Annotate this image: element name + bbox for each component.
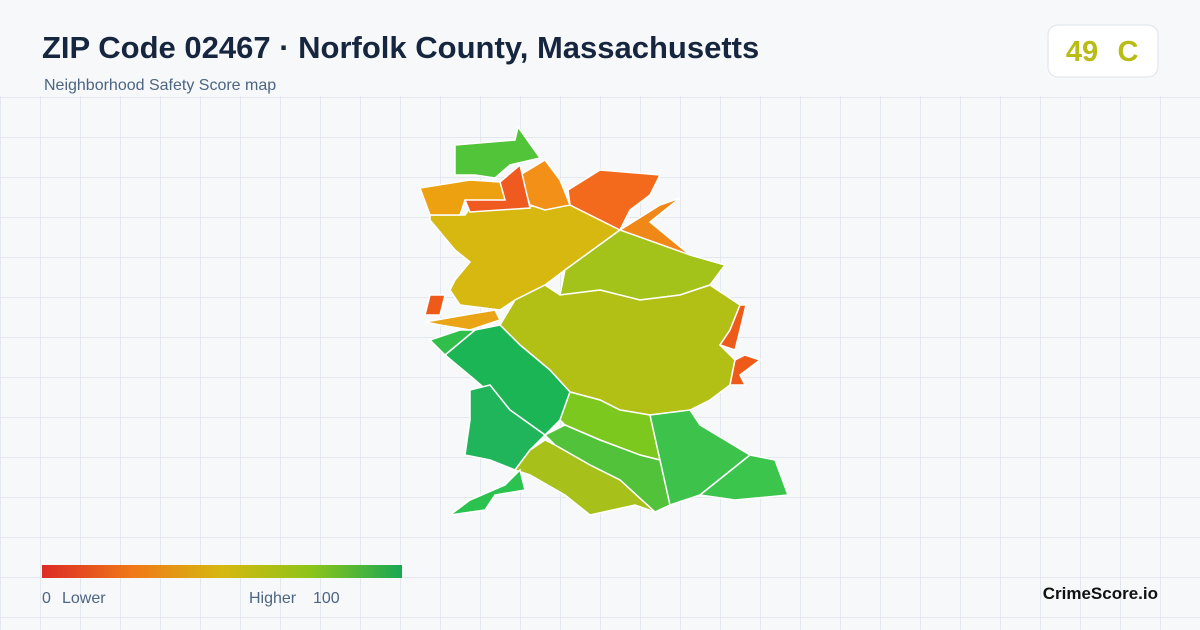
area [513, 439, 656, 516]
legend-max-label: Higher [249, 590, 297, 607]
area [718, 304, 747, 351]
zip-map [418, 125, 790, 516]
legend-max: 100 [313, 590, 340, 607]
score-value: 49 [1066, 36, 1098, 68]
area [698, 454, 790, 501]
score-grade: C [1118, 36, 1139, 68]
area [418, 179, 506, 216]
legend-gradient [42, 565, 402, 578]
subtitle: Neighborhood Safety Score map [44, 77, 276, 94]
brand: CrimeScore.io [1043, 584, 1158, 603]
header-band [0, 0, 1200, 96]
score-badge [1047, 24, 1159, 78]
title: ZIP Code 02467 · Norfolk County, Massach… [42, 30, 759, 65]
area [454, 125, 542, 179]
area [729, 354, 762, 386]
area [428, 329, 478, 357]
area [449, 468, 526, 516]
area [567, 169, 662, 232]
legend-min-label: Lower [62, 590, 106, 607]
area [424, 309, 502, 331]
area [424, 294, 446, 316]
legend-min: 0 [42, 590, 51, 607]
